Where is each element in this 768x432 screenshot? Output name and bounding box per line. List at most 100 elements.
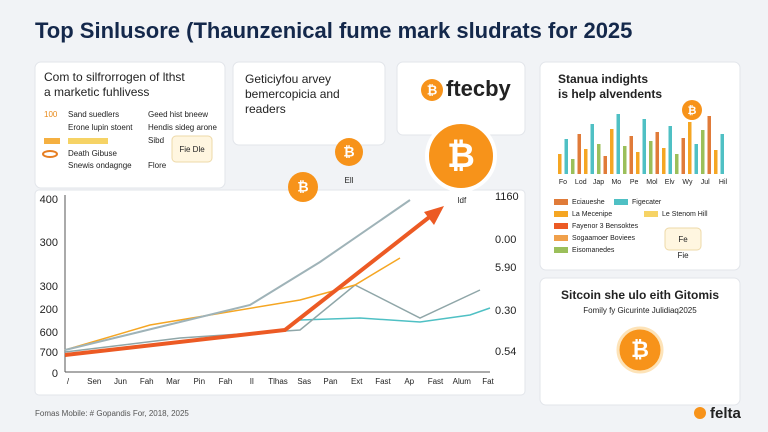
legend-swatch: [554, 199, 568, 205]
mini-bars: [558, 114, 724, 174]
legend-text: Sogaamoer Boviees: [572, 235, 636, 242]
x-label: Fah: [219, 377, 233, 386]
card-text: Geticiyfou arvey: [245, 72, 331, 86]
swatch: [68, 138, 108, 144]
y-label: 700: [40, 347, 58, 359]
mini-bar: [629, 136, 633, 174]
card-text: readers: [245, 102, 286, 116]
x-label: Sen: [87, 377, 101, 386]
mini-x-label: Elv: [665, 179, 675, 186]
arrow-head: [424, 206, 444, 225]
y-label: 300: [40, 237, 58, 249]
bitcoin-symbol: ₿: [343, 144, 354, 160]
x-label: Jun: [114, 377, 127, 386]
row-text: Sand suedlers: [68, 110, 119, 119]
note: Fie: [677, 251, 689, 260]
x-label: Mar: [166, 377, 180, 386]
mini-bar: [649, 141, 653, 174]
x-label: Pin: [193, 377, 205, 386]
mini-x-labels: Fo Lod Jap Mo Pe Mol Elv Wy Jul Hil: [559, 179, 728, 186]
y-label: 0: [52, 368, 58, 380]
row-text: Geed hist bneew: [148, 110, 208, 119]
logo-icon: [694, 407, 706, 419]
mini-bar: [616, 114, 620, 174]
right-label: 0.54: [495, 346, 516, 358]
x-label: /: [67, 377, 70, 386]
x-label: Fat: [482, 377, 494, 386]
badge: [171, 135, 213, 163]
mini-x-label: Jul: [701, 179, 710, 186]
bitcoin-icon: [288, 172, 318, 202]
row-text: Erone lupin stoent: [68, 123, 133, 132]
mini-bar: [662, 148, 666, 174]
x-label: Fast: [428, 377, 444, 386]
bitcoin-icon: [425, 120, 497, 192]
x-label: Ext: [351, 377, 363, 386]
right-label: 5.90: [495, 262, 516, 274]
legend-text: Eisomanedes: [572, 247, 615, 254]
icon: [42, 150, 58, 158]
mini-bar: [675, 154, 679, 174]
logo: felta: [710, 405, 742, 422]
mini-x-label: Pe: [630, 179, 639, 186]
right-label: 0.00: [495, 234, 516, 246]
legend-swatch: [554, 247, 568, 253]
mini-bar: [564, 139, 568, 174]
x-label: Tlhas: [268, 377, 288, 386]
mini-bar: [694, 144, 698, 174]
card-title: Com to silfrorrogen of lthst: [44, 70, 185, 84]
mini-x-label: Fo: [559, 179, 567, 186]
row-text: Snewis ondagnge: [68, 161, 132, 170]
mini-bar: [571, 159, 575, 174]
card: [232, 61, 386, 146]
badge-text: Fe: [678, 235, 688, 244]
legend-swatch: [554, 235, 568, 241]
mini-bar: [707, 116, 711, 174]
mini-bar: [681, 138, 685, 174]
mini-bar: [610, 129, 614, 174]
legend-swatch: [614, 199, 628, 205]
legend-text: La Mecenipe: [572, 211, 612, 218]
mini-bar: [603, 156, 607, 174]
mini-bar: [577, 134, 581, 174]
footer-source: Fomas Mobile: # Gopandis For, 2018, 2025: [35, 409, 189, 418]
mini-bar: [597, 144, 601, 174]
badge-text: Fie Dle: [179, 145, 205, 154]
note: Ell: [345, 176, 354, 185]
row-text: Death Gibuse: [68, 149, 117, 158]
note: ldf: [458, 196, 467, 205]
x-label: Fast: [375, 377, 391, 386]
y-label: 200: [40, 304, 58, 316]
right-label: 0.30: [495, 305, 516, 317]
mini-bar: [623, 146, 627, 174]
line: [299, 307, 491, 323]
mini-bar: [642, 119, 646, 174]
bitcoin-symbol: ₿: [427, 82, 438, 97]
badge: [664, 227, 702, 251]
mini-bar: [584, 149, 588, 174]
line: [64, 199, 411, 351]
legend: La Mecenipe Fayenor 3 Bensoktes Sogaamoer …: [554, 199, 708, 254]
card-title: a marketic fuhlivess: [44, 85, 149, 99]
x-label: Il: [250, 377, 254, 386]
line: [64, 257, 401, 351]
legend-text: Fayenor 3 Bensoktes: [572, 223, 639, 230]
mini-bar: [558, 154, 562, 174]
row-text: Sibd: [148, 136, 164, 145]
card-subtitle: Fomily fy Gicurinte Julidiaq2025: [583, 306, 697, 315]
line: [64, 284, 481, 353]
legend-swatch: [554, 223, 568, 229]
brand: ftecby: [446, 76, 512, 101]
swatch: [44, 138, 60, 144]
x-label: Pan: [323, 377, 337, 386]
x-label: Alum: [453, 377, 472, 386]
mini-bar: [720, 134, 724, 174]
right-label: 1160: [495, 191, 519, 203]
row-text: Hendis sideg arone: [148, 123, 217, 132]
y-label: 600: [40, 327, 58, 339]
mini-bar: [714, 150, 718, 174]
card-title: Sitcoin she ulo eith Gitomis: [561, 288, 719, 302]
x-label: Ap: [404, 377, 414, 386]
card-title: is help alvendents: [558, 87, 662, 101]
